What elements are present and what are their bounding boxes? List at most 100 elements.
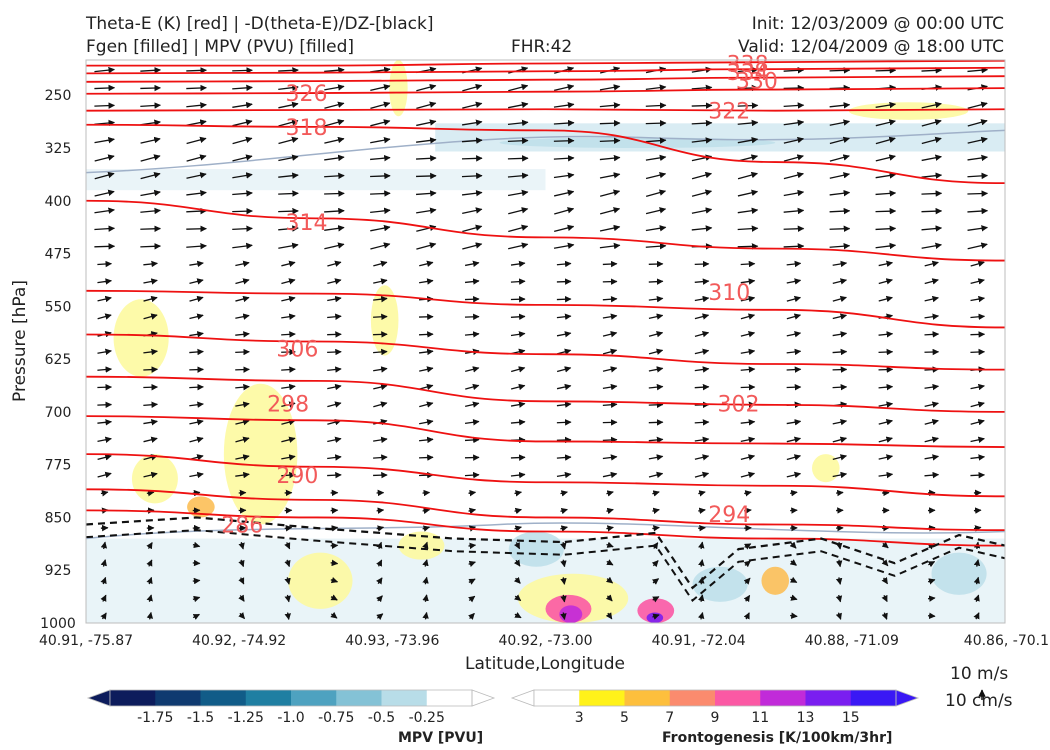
wind-vector-32 bbox=[645, 84, 667, 91]
wind-vector-272 bbox=[648, 295, 664, 303]
wind-vector-160 bbox=[94, 207, 115, 214]
wind-vector-151 bbox=[599, 189, 621, 197]
wind-vector-434 bbox=[740, 436, 756, 443]
wind-vector-304 bbox=[281, 331, 296, 338]
wind-vector-354 bbox=[740, 366, 756, 373]
wind-vector-401 bbox=[143, 419, 158, 426]
wind-vector-3 bbox=[232, 67, 253, 74]
wind-vector-585 bbox=[330, 576, 339, 584]
wind-vector-470 bbox=[556, 471, 572, 479]
wind-vector-85 bbox=[324, 136, 345, 144]
wind-vector-352 bbox=[648, 366, 664, 373]
wind-vector-402 bbox=[189, 419, 204, 426]
cb-fgen-right-arrow bbox=[895, 689, 920, 707]
reference-vertical-label: 10 cm/s bbox=[945, 691, 1013, 711]
cb-mpv-right-arrow bbox=[471, 689, 496, 707]
wind-vector-580 bbox=[100, 576, 107, 585]
wind-vector-161 bbox=[140, 207, 161, 215]
wind-vector-579 bbox=[973, 559, 981, 567]
theta-e-contour-labels: 338334330 326 322 318 314 310 306 302 298 294 290 2… bbox=[221, 53, 778, 539]
cb-fgen-label-0: 3 bbox=[575, 710, 584, 726]
wind-vector-431 bbox=[602, 436, 618, 444]
wind-vector-158 bbox=[921, 190, 943, 197]
wind-vector-78 bbox=[921, 119, 942, 127]
wind-vector-379 bbox=[970, 383, 985, 391]
wind-vector-67 bbox=[416, 119, 437, 127]
wind-vector-547 bbox=[422, 541, 429, 550]
wind-vector-530 bbox=[560, 525, 568, 532]
cb-fgen-label-4: 11 bbox=[751, 710, 769, 726]
wind-vector-512 bbox=[652, 507, 660, 515]
wind-vector-70 bbox=[553, 119, 575, 127]
wind-vector-325 bbox=[327, 348, 342, 356]
wind-vector-0 bbox=[94, 66, 115, 74]
cb-mpv-label-4: -0.75 bbox=[318, 710, 354, 726]
wind-vector-198 bbox=[921, 225, 943, 232]
wind-vector-389 bbox=[510, 401, 526, 408]
cb-mpv-segment-2 bbox=[200, 690, 247, 706]
contour-label-302: 302 bbox=[717, 392, 759, 417]
wind-vector-458 bbox=[924, 454, 940, 461]
wind-vector-312 bbox=[648, 331, 664, 338]
wind-vector-582 bbox=[192, 577, 201, 585]
wind-vector-630 bbox=[560, 612, 567, 621]
theta-e-contour-layer bbox=[86, 60, 1005, 547]
wind-vector-4 bbox=[278, 67, 299, 74]
wind-vector-308 bbox=[464, 331, 480, 338]
wind-vector-606 bbox=[376, 595, 383, 603]
wind-vector-462 bbox=[189, 471, 204, 479]
plot-frame bbox=[85, 59, 1006, 624]
wind-vector-68 bbox=[462, 119, 483, 126]
wind-vector-54 bbox=[737, 102, 759, 109]
wind-vector-139 bbox=[967, 172, 989, 180]
wind-vector-195 bbox=[783, 225, 805, 233]
wind-vector-18 bbox=[921, 67, 943, 74]
wind-vector-170 bbox=[554, 207, 575, 215]
wind-vector-616 bbox=[835, 594, 843, 603]
theta-e-contour-326 bbox=[86, 87, 1005, 95]
wind-vector-357 bbox=[878, 366, 894, 373]
wind-vector-230 bbox=[556, 260, 572, 268]
wind-vector-605 bbox=[330, 594, 338, 601]
wind-vector-315 bbox=[786, 331, 802, 338]
wind-vector-64 bbox=[278, 119, 299, 127]
wind-vector-398 bbox=[924, 401, 939, 408]
wind-vector-292 bbox=[648, 313, 664, 320]
wind-vector-581 bbox=[146, 576, 153, 585]
wind-vector-508 bbox=[468, 507, 477, 515]
wind-vector-589 bbox=[513, 576, 521, 584]
wind-vector-543 bbox=[238, 542, 245, 550]
wind-vector-239 bbox=[970, 260, 985, 267]
wind-vector-249 bbox=[510, 278, 526, 285]
wind-vector-383 bbox=[235, 401, 250, 408]
wind-vector-422 bbox=[189, 436, 204, 443]
wind-vector-164 bbox=[278, 207, 299, 215]
wind-vector-344 bbox=[281, 366, 296, 373]
wind-vector-526 bbox=[376, 525, 385, 532]
wind-vector-453 bbox=[694, 454, 710, 461]
wind-vector-601 bbox=[146, 594, 153, 602]
wind-vector-189 bbox=[508, 224, 529, 233]
wind-vector-439 bbox=[970, 436, 985, 443]
wind-vector-628 bbox=[468, 612, 475, 620]
wind-vector-549 bbox=[513, 542, 521, 550]
wind-vector-339 bbox=[970, 348, 986, 356]
wind-vector-519 bbox=[973, 507, 982, 514]
wind-vector-615 bbox=[790, 594, 798, 601]
wind-vector-386 bbox=[373, 401, 388, 408]
wind-vector-621 bbox=[146, 611, 154, 620]
wind-vector-192 bbox=[645, 225, 667, 232]
wind-vector-177 bbox=[875, 207, 897, 215]
wind-vector-86 bbox=[370, 136, 391, 144]
wind-vector-200 bbox=[94, 243, 116, 250]
wind-vector-173 bbox=[691, 207, 713, 214]
wind-vector-89 bbox=[507, 137, 529, 145]
wind-vector-420 bbox=[97, 436, 112, 443]
wind-vector-459 bbox=[970, 454, 986, 461]
wind-vector-469 bbox=[510, 471, 526, 479]
wind-vector-254 bbox=[740, 278, 756, 285]
wind-vector-83 bbox=[232, 136, 253, 145]
wind-vector-576 bbox=[835, 559, 843, 568]
wind-vector-627 bbox=[422, 611, 429, 620]
wind-vector-479 bbox=[970, 471, 986, 479]
